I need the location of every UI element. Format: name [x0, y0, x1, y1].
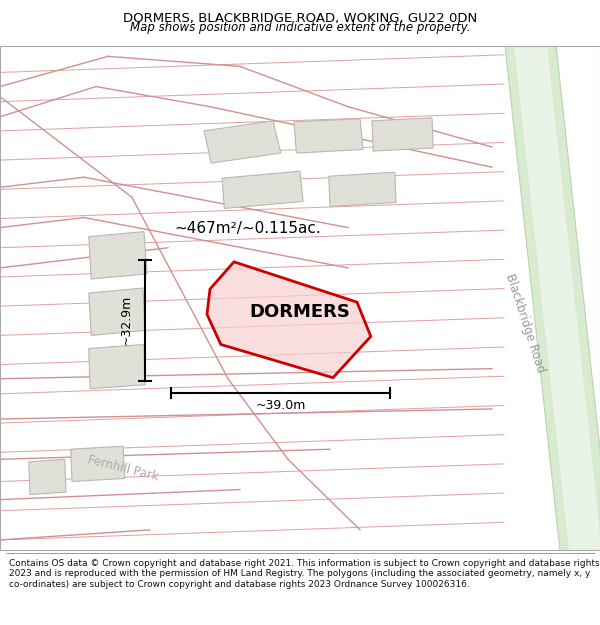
Polygon shape: [207, 262, 371, 378]
Polygon shape: [29, 459, 66, 494]
Text: ~39.0m: ~39.0m: [256, 399, 306, 412]
Text: ~467m²/~0.115ac.: ~467m²/~0.115ac.: [174, 221, 321, 236]
Polygon shape: [71, 446, 125, 481]
Polygon shape: [372, 118, 433, 151]
Text: DORMERS: DORMERS: [250, 303, 350, 321]
Polygon shape: [89, 344, 145, 389]
Polygon shape: [89, 232, 147, 279]
Text: Fernhill Park: Fernhill Park: [86, 453, 160, 484]
Polygon shape: [89, 288, 145, 336]
Text: Contains OS data © Crown copyright and database right 2021. This information is : Contains OS data © Crown copyright and d…: [9, 559, 599, 589]
Polygon shape: [204, 121, 281, 163]
Text: Blackbridge Road: Blackbridge Road: [503, 272, 548, 374]
Polygon shape: [294, 119, 363, 153]
Text: Map shows position and indicative extent of the property.: Map shows position and indicative extent…: [130, 21, 470, 34]
Polygon shape: [222, 171, 303, 209]
Polygon shape: [504, 36, 600, 560]
Polygon shape: [329, 172, 396, 206]
Text: DORMERS, BLACKBRIDGE ROAD, WOKING, GU22 0DN: DORMERS, BLACKBRIDGE ROAD, WOKING, GU22 …: [123, 11, 477, 24]
Polygon shape: [513, 36, 600, 560]
Text: ~32.9m: ~32.9m: [119, 295, 133, 346]
